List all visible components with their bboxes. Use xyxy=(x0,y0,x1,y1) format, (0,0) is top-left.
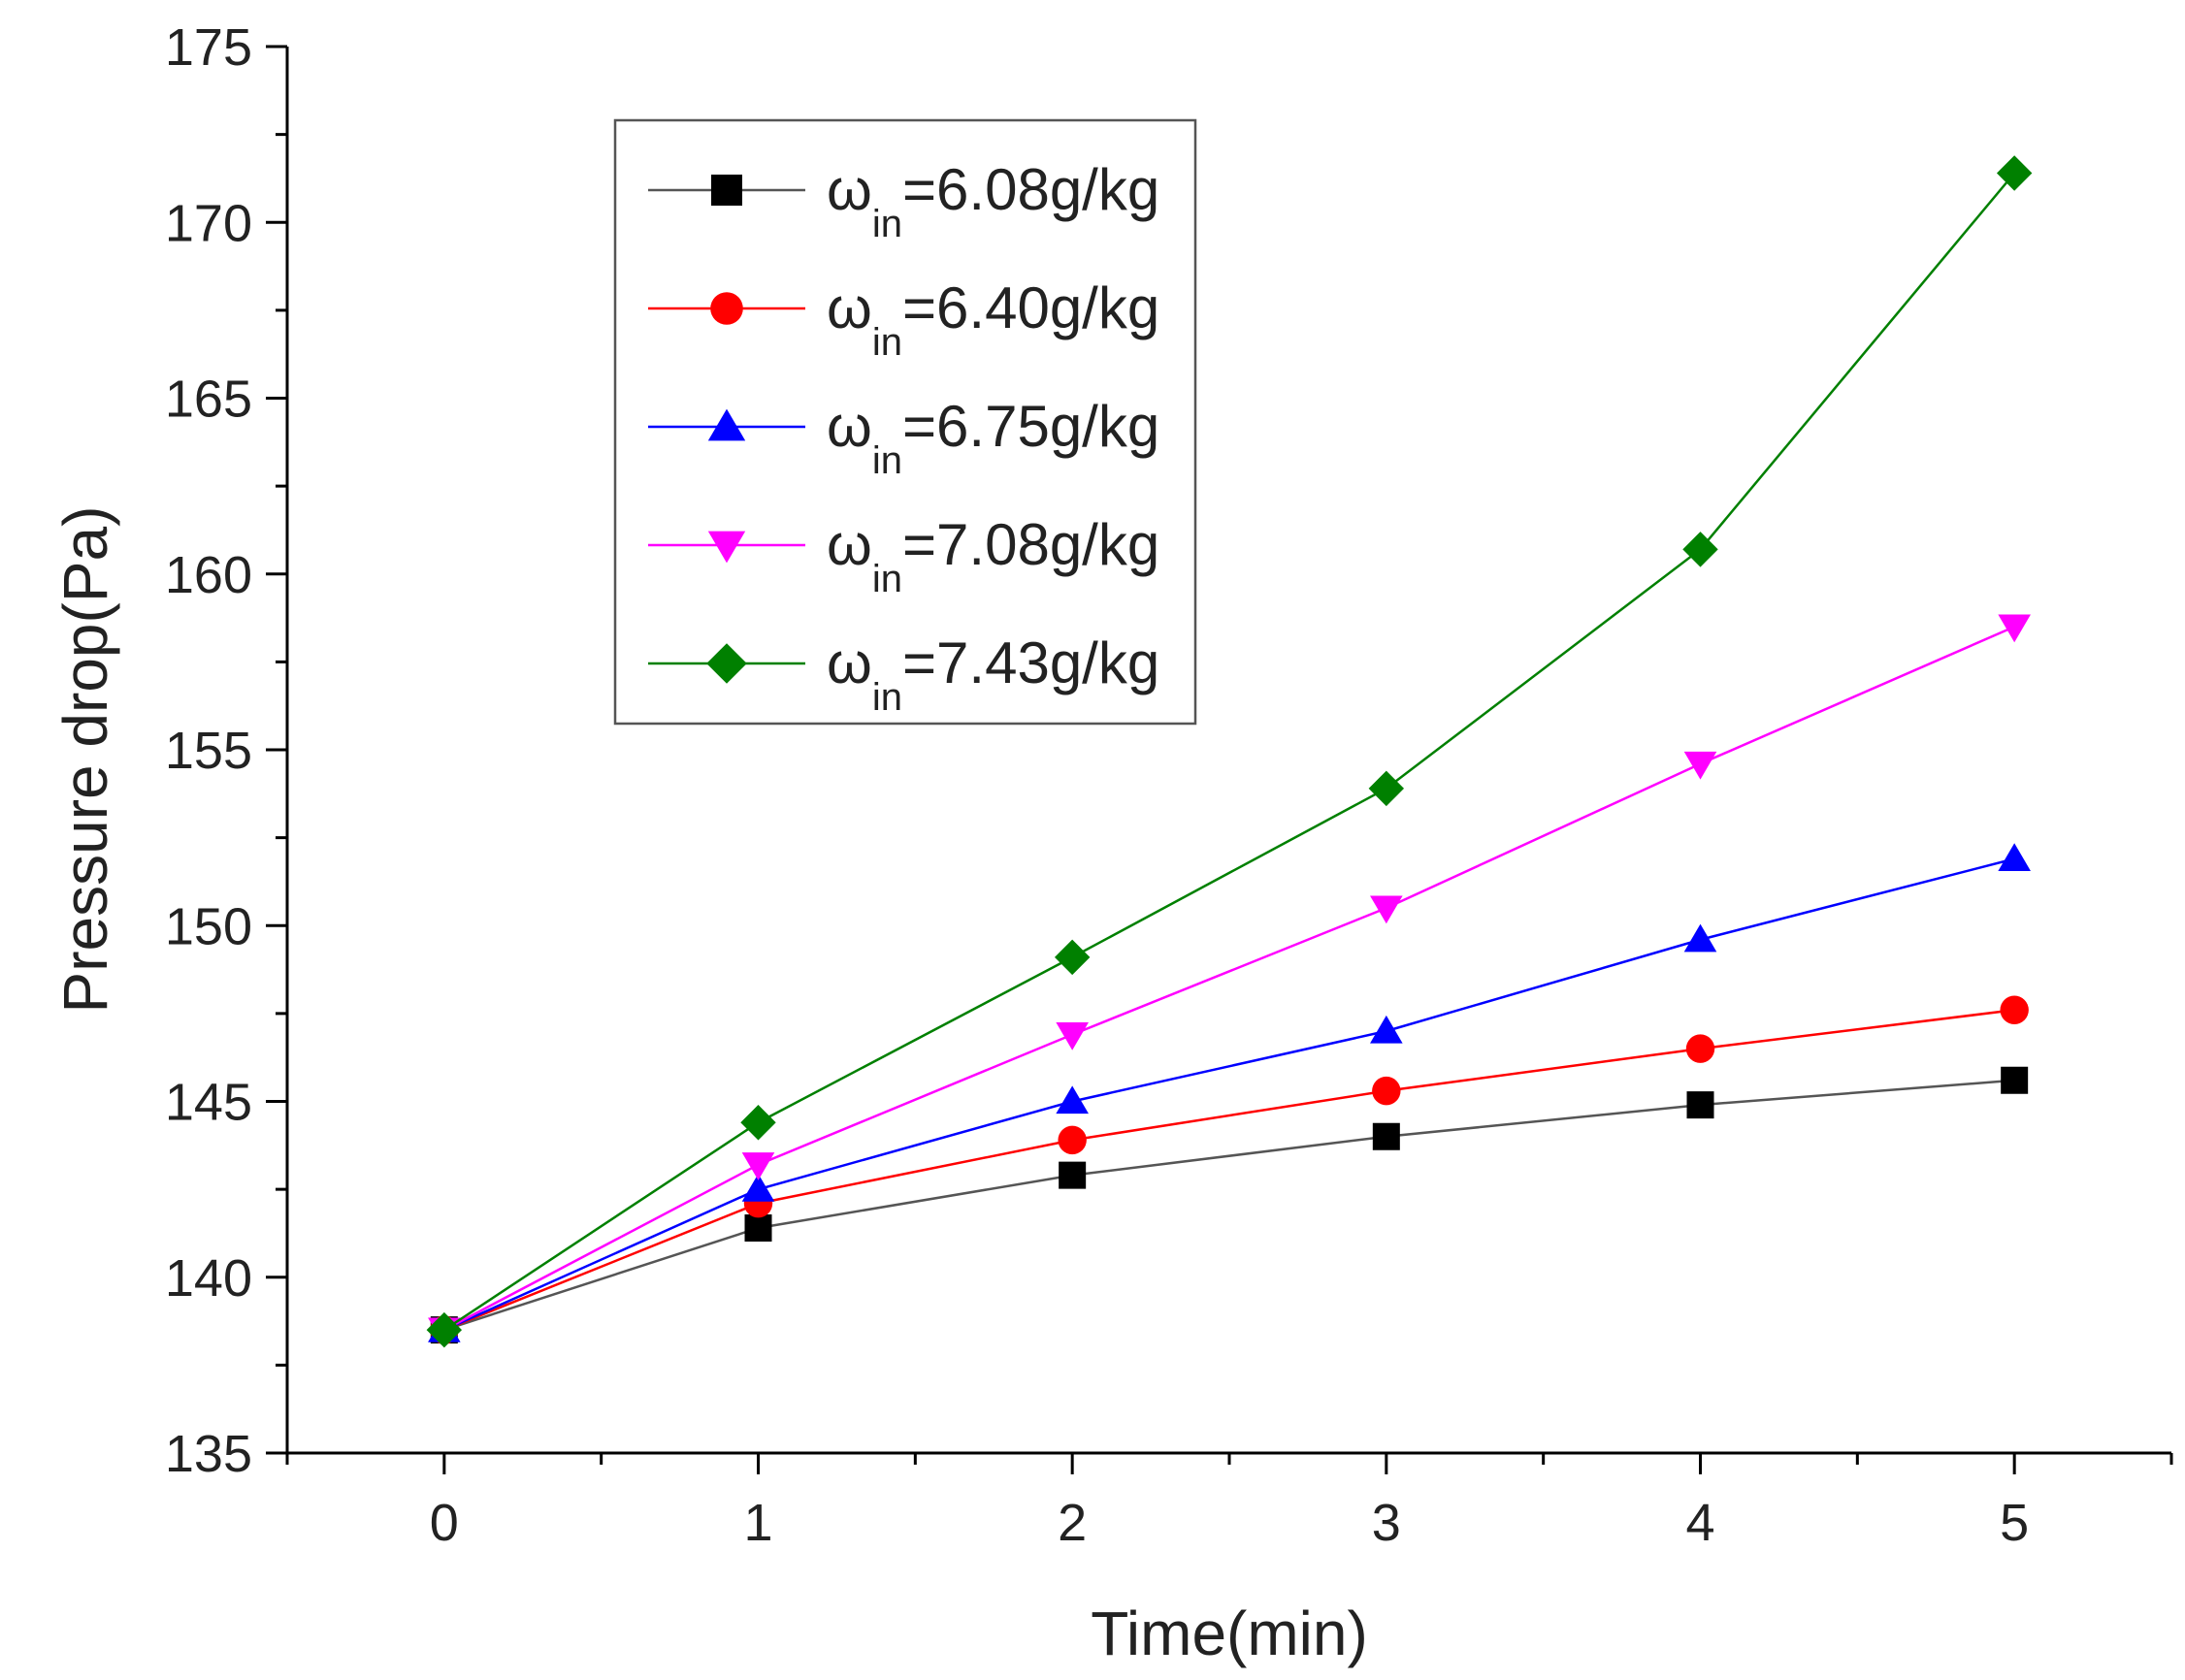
legend-box xyxy=(613,118,1197,726)
legend: ωin=6.08g/kgωin=6.40g/kgωin=6.75g/kgωin=… xyxy=(613,118,1197,726)
legend-marker-1 xyxy=(710,292,743,325)
legend-subscript: in xyxy=(872,439,902,482)
y-tick-label-160: 160 xyxy=(165,546,252,604)
data-point-2-3 xyxy=(1370,1015,1403,1044)
data-point-4-2 xyxy=(1054,939,1091,976)
y-tick-label-155: 155 xyxy=(165,722,252,780)
data-point-4-1 xyxy=(740,1105,776,1141)
legend-marker-2 xyxy=(707,408,746,441)
legend-marker-4 xyxy=(706,643,747,684)
data-point-2-2 xyxy=(1056,1085,1089,1115)
x-tick-label-3: 3 xyxy=(1372,1494,1401,1552)
legend-label-0: ωin=6.08g/kg xyxy=(827,157,1159,245)
data-point-3-2 xyxy=(1056,1022,1089,1050)
data-point-1-2 xyxy=(1058,1125,1087,1155)
data-point-1-3 xyxy=(1372,1076,1401,1106)
x-axis-title: Time(min) xyxy=(1091,1599,1368,1668)
series-line-2 xyxy=(443,857,2015,1332)
legend-subscript: in xyxy=(872,321,902,364)
x-tick-label-4: 4 xyxy=(1685,1494,1714,1552)
data-point-0-4 xyxy=(1686,1091,1714,1119)
data-point-1-5 xyxy=(2000,995,2029,1024)
series-line-1 xyxy=(443,1009,2015,1332)
data-point-4-0 xyxy=(426,1311,463,1348)
legend-item-0: ωin=6.08g/kg xyxy=(648,157,1159,245)
series-layer xyxy=(426,155,2033,1348)
legend-symbol: ω xyxy=(827,630,872,695)
legend-symbol: ω xyxy=(827,157,872,222)
x-tick-label-5: 5 xyxy=(2000,1494,2029,1552)
data-point-2-1 xyxy=(741,1174,775,1202)
axes: 135 140 145 150 155 160 165 170 175 0 1 2 3 4 5 xyxy=(165,18,2173,1552)
legend-marker-0 xyxy=(711,175,742,206)
legend-value: =7.43g/kg xyxy=(902,630,1159,695)
y-tick-label-165: 165 xyxy=(165,371,252,429)
legend-symbol: ω xyxy=(827,275,872,340)
data-point-2-5 xyxy=(1998,843,2031,871)
y-tick-label-140: 140 xyxy=(165,1249,252,1308)
data-point-2-4 xyxy=(1683,923,1717,953)
legend-value: =7.08g/kg xyxy=(902,512,1159,577)
data-point-0-1 xyxy=(744,1214,772,1242)
legend-marker-3 xyxy=(707,531,746,564)
data-point-4-5 xyxy=(1996,155,2033,191)
series-line-0 xyxy=(443,1079,2015,1332)
legend-symbol: ω xyxy=(827,512,872,577)
data-point-3-1 xyxy=(741,1152,775,1180)
legend-subscript: in xyxy=(872,676,902,719)
data-point-1-4 xyxy=(1685,1034,1715,1063)
data-point-0-5 xyxy=(2001,1066,2029,1094)
y-tick-label-175: 175 xyxy=(165,18,252,77)
data-point-0-2 xyxy=(1059,1161,1087,1189)
x-tick-label-0: 0 xyxy=(430,1494,459,1552)
legend-value: =6.75g/kg xyxy=(902,394,1159,459)
legend-value: =6.08g/kg xyxy=(902,157,1159,222)
y-axis-title: Pressure drop(Pa) xyxy=(50,506,120,1014)
data-point-4-4 xyxy=(1682,532,1718,567)
x-tick-label-2: 2 xyxy=(1058,1494,1087,1552)
legend-subscript: in xyxy=(872,558,902,600)
series-line-3 xyxy=(443,625,2015,1332)
y-tick-label-145: 145 xyxy=(165,1074,252,1132)
legend-item-2: ωin=6.75g/kg xyxy=(648,394,1159,482)
data-point-3-4 xyxy=(1683,751,1717,780)
data-point-0-3 xyxy=(1372,1122,1400,1150)
legend-subscript: in xyxy=(872,203,902,245)
legend-label-1: ωin=6.40g/kg xyxy=(827,275,1159,364)
legend-label-3: ωin=7.08g/kg xyxy=(827,512,1159,600)
data-point-3-3 xyxy=(1370,895,1403,924)
legend-item-4: ωin=7.43g/kg xyxy=(648,630,1159,719)
legend-symbol: ω xyxy=(827,394,872,459)
y-tick-label-170: 170 xyxy=(165,194,252,252)
legend-item-1: ωin=6.40g/kg xyxy=(648,275,1159,364)
legend-value: =6.40g/kg xyxy=(902,275,1159,340)
legend-label-4: ωin=7.43g/kg xyxy=(827,630,1159,719)
legend-item-3: ωin=7.08g/kg xyxy=(648,512,1159,600)
y-tick-label-135: 135 xyxy=(165,1425,252,1483)
x-tick-label-1: 1 xyxy=(743,1494,772,1552)
data-point-3-5 xyxy=(1998,614,2031,643)
series-4 xyxy=(426,155,2033,1348)
y-tick-label-150: 150 xyxy=(165,897,252,955)
series-line-4 xyxy=(443,172,2016,1332)
data-point-4-3 xyxy=(1368,770,1405,807)
legend-label-2: ωin=6.75g/kg xyxy=(827,394,1159,482)
